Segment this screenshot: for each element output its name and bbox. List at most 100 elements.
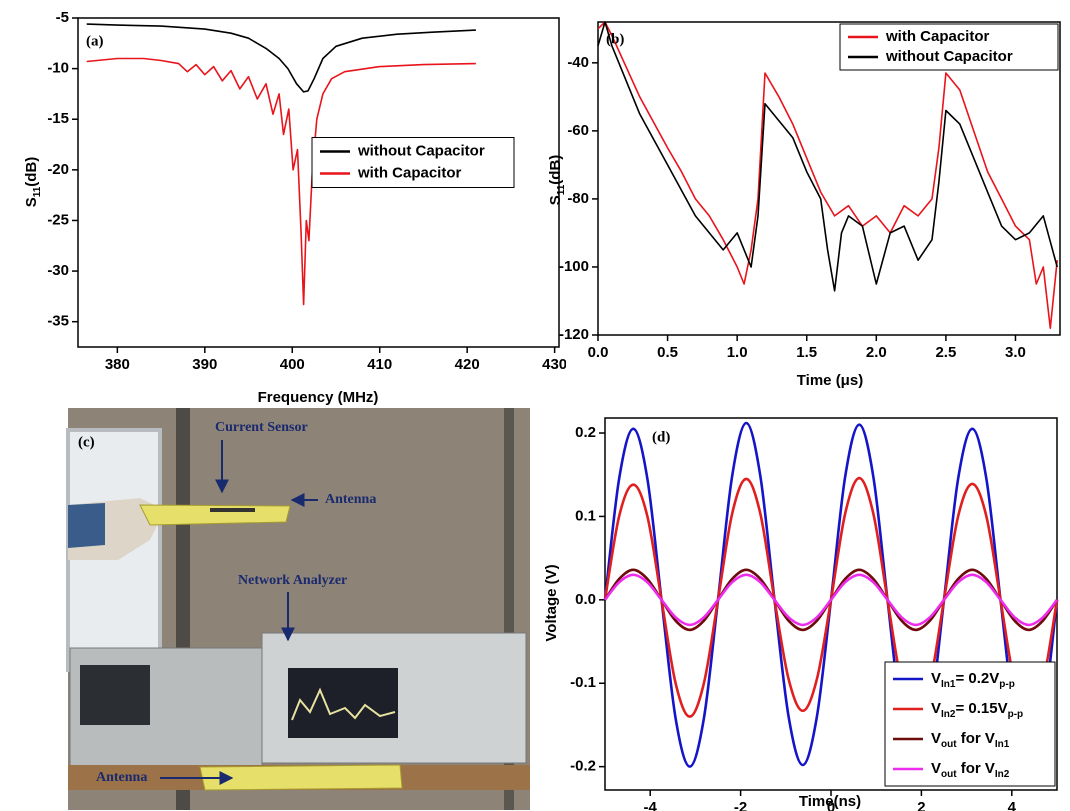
legend-label-part: In1: [941, 679, 956, 690]
series-line: [86, 57, 476, 306]
legend: with Capacitor without Capacitor: [839, 23, 1059, 71]
y-tick-label: -30: [47, 262, 69, 279]
legend-label-part: = 0.15V: [955, 700, 1007, 717]
x-tick-label: 380: [105, 356, 130, 373]
legend-label-part: without Capacitor: [885, 48, 1013, 65]
legend-label: with Capacitor: [885, 28, 990, 45]
legend-label: Vout for VIn2: [931, 760, 1010, 780]
annotation: Network Analyzer: [238, 573, 347, 588]
legend-label-part: p-p: [1008, 709, 1024, 720]
legend-label: VIn1= 0.2Vp-p: [931, 670, 1015, 690]
plot-frame: [597, 21, 1061, 336]
legend-box: [839, 23, 1059, 71]
x-axis-title: Time (μs): [797, 372, 863, 389]
y-axis-title-part: (dB): [23, 157, 40, 187]
legend-label-part: In2: [995, 769, 1010, 780]
y-axis-title: S11(dB): [23, 157, 43, 208]
legend-label-part: for V: [957, 760, 995, 777]
y-tick-label: -40: [567, 54, 589, 71]
x-axis-title: Frequency (MHz): [258, 389, 379, 406]
pole: [504, 408, 514, 810]
y-axis-title-part: (dB): [547, 155, 564, 185]
y-axis-title-part: 11: [32, 186, 43, 197]
legend-label: with Capacitor: [357, 164, 462, 181]
legend-label: VIn2= 0.15Vp-p: [931, 700, 1023, 720]
annotation: Current Sensor: [215, 420, 308, 435]
plot-frame: [77, 17, 560, 348]
legend-label-part: V: [931, 760, 941, 777]
series-line: [597, 21, 1058, 292]
panel-label: (d): [652, 429, 670, 445]
legend-label-part: out: [941, 739, 957, 750]
legend: without Capacitor with Capacitor: [311, 137, 515, 188]
x-tick-label: 1.5: [796, 344, 817, 361]
y-tick-label: -20: [47, 161, 69, 178]
y-tick-label: -0.2: [570, 758, 596, 775]
x-tick-label: 400: [280, 356, 305, 373]
y-tick-label: -100: [559, 258, 589, 275]
x-tick-label: 430: [542, 356, 567, 373]
analyzer-screen: [288, 668, 398, 738]
legend-label-part: V: [931, 700, 941, 717]
antenna-board: [199, 764, 403, 791]
legend-label-part: V: [931, 730, 941, 747]
legend-label-part: without Capacitor: [357, 142, 485, 159]
legend-box: [311, 137, 515, 188]
panel-label: (c): [78, 434, 95, 450]
legend-label-part: out: [941, 769, 957, 780]
chart: -4 -2 0 2 4 0.2 0.1 0.0 -0.1 -0.2 Time(ns) Voltage …: [543, 417, 1059, 811]
y-tick-label: 0.2: [575, 424, 596, 441]
x-tick-label: 1.0: [727, 344, 748, 361]
x-tick-label: 3.0: [1005, 344, 1026, 361]
legend-label-part: with Capacitor: [357, 164, 462, 181]
y-tick-label: -35: [47, 313, 69, 330]
y-tick-label: -10: [47, 60, 69, 77]
x-tick-label: 4: [1008, 799, 1017, 811]
y-tick-label: -80: [567, 190, 589, 207]
legend-label-part: p-p: [999, 679, 1015, 690]
x-tick-label: -4: [644, 799, 658, 811]
x-tick-label: 0.5: [657, 344, 678, 361]
y-axis-title-part: S: [23, 197, 40, 207]
x-tick-label: 410: [367, 356, 392, 373]
y-axis-title-part: 11: [556, 184, 567, 195]
x-tick-label: 0.0: [588, 344, 609, 361]
legend-label: Vout for VIn1: [931, 730, 1010, 750]
y-tick-label: -25: [47, 211, 69, 228]
chart: 380 390 400 410 420 430 -5 -10 -15 -20 -25 -30 -35 Fr…: [23, 9, 567, 406]
x-tick-label: 0: [827, 799, 835, 811]
legend-label-part: with Capacitor: [885, 28, 990, 45]
trace: [291, 687, 396, 721]
legend-box: [884, 661, 1056, 787]
y-tick-label: -60: [567, 122, 589, 139]
legend-label-part: In2: [941, 709, 956, 720]
screen: [80, 665, 150, 725]
photo-panel: (c) Current Sensor Antenna Network Analy…: [66, 408, 530, 810]
legend-label-part: V: [931, 670, 941, 687]
annotation: Antenna: [96, 770, 147, 785]
series-line: [86, 23, 476, 93]
sensor: [210, 508, 255, 512]
series-line: [597, 21, 1058, 329]
y-tick-label: -0.1: [570, 674, 596, 691]
x-axis-title: Time(ns): [799, 793, 861, 810]
sleeve: [68, 503, 105, 548]
x-tick-label: 2: [917, 799, 925, 811]
y-tick-label: -120: [559, 326, 589, 343]
panel-label: (a): [86, 33, 104, 49]
legend-label-part: for V: [957, 730, 995, 747]
y-tick-label: -15: [47, 110, 69, 127]
legend-label-part: = 0.2V: [955, 670, 999, 687]
x-tick-label: 390: [192, 356, 217, 373]
y-axis-title-part: Voltage (V): [543, 564, 560, 641]
x-tick-label: 2.0: [866, 344, 887, 361]
y-axis-title: Voltage (V): [543, 564, 560, 641]
series-line: [603, 573, 1059, 627]
y-tick-label: -5: [56, 9, 69, 26]
y-tick-label: 0.0: [575, 591, 596, 608]
chart: 0.0 0.5 1.0 1.5 2.0 2.5 3.0 -40 -60 -80 -100 -120 Ti…: [547, 21, 1061, 389]
panel-label: (b): [606, 31, 624, 47]
legend-label-part: In1: [995, 739, 1010, 750]
